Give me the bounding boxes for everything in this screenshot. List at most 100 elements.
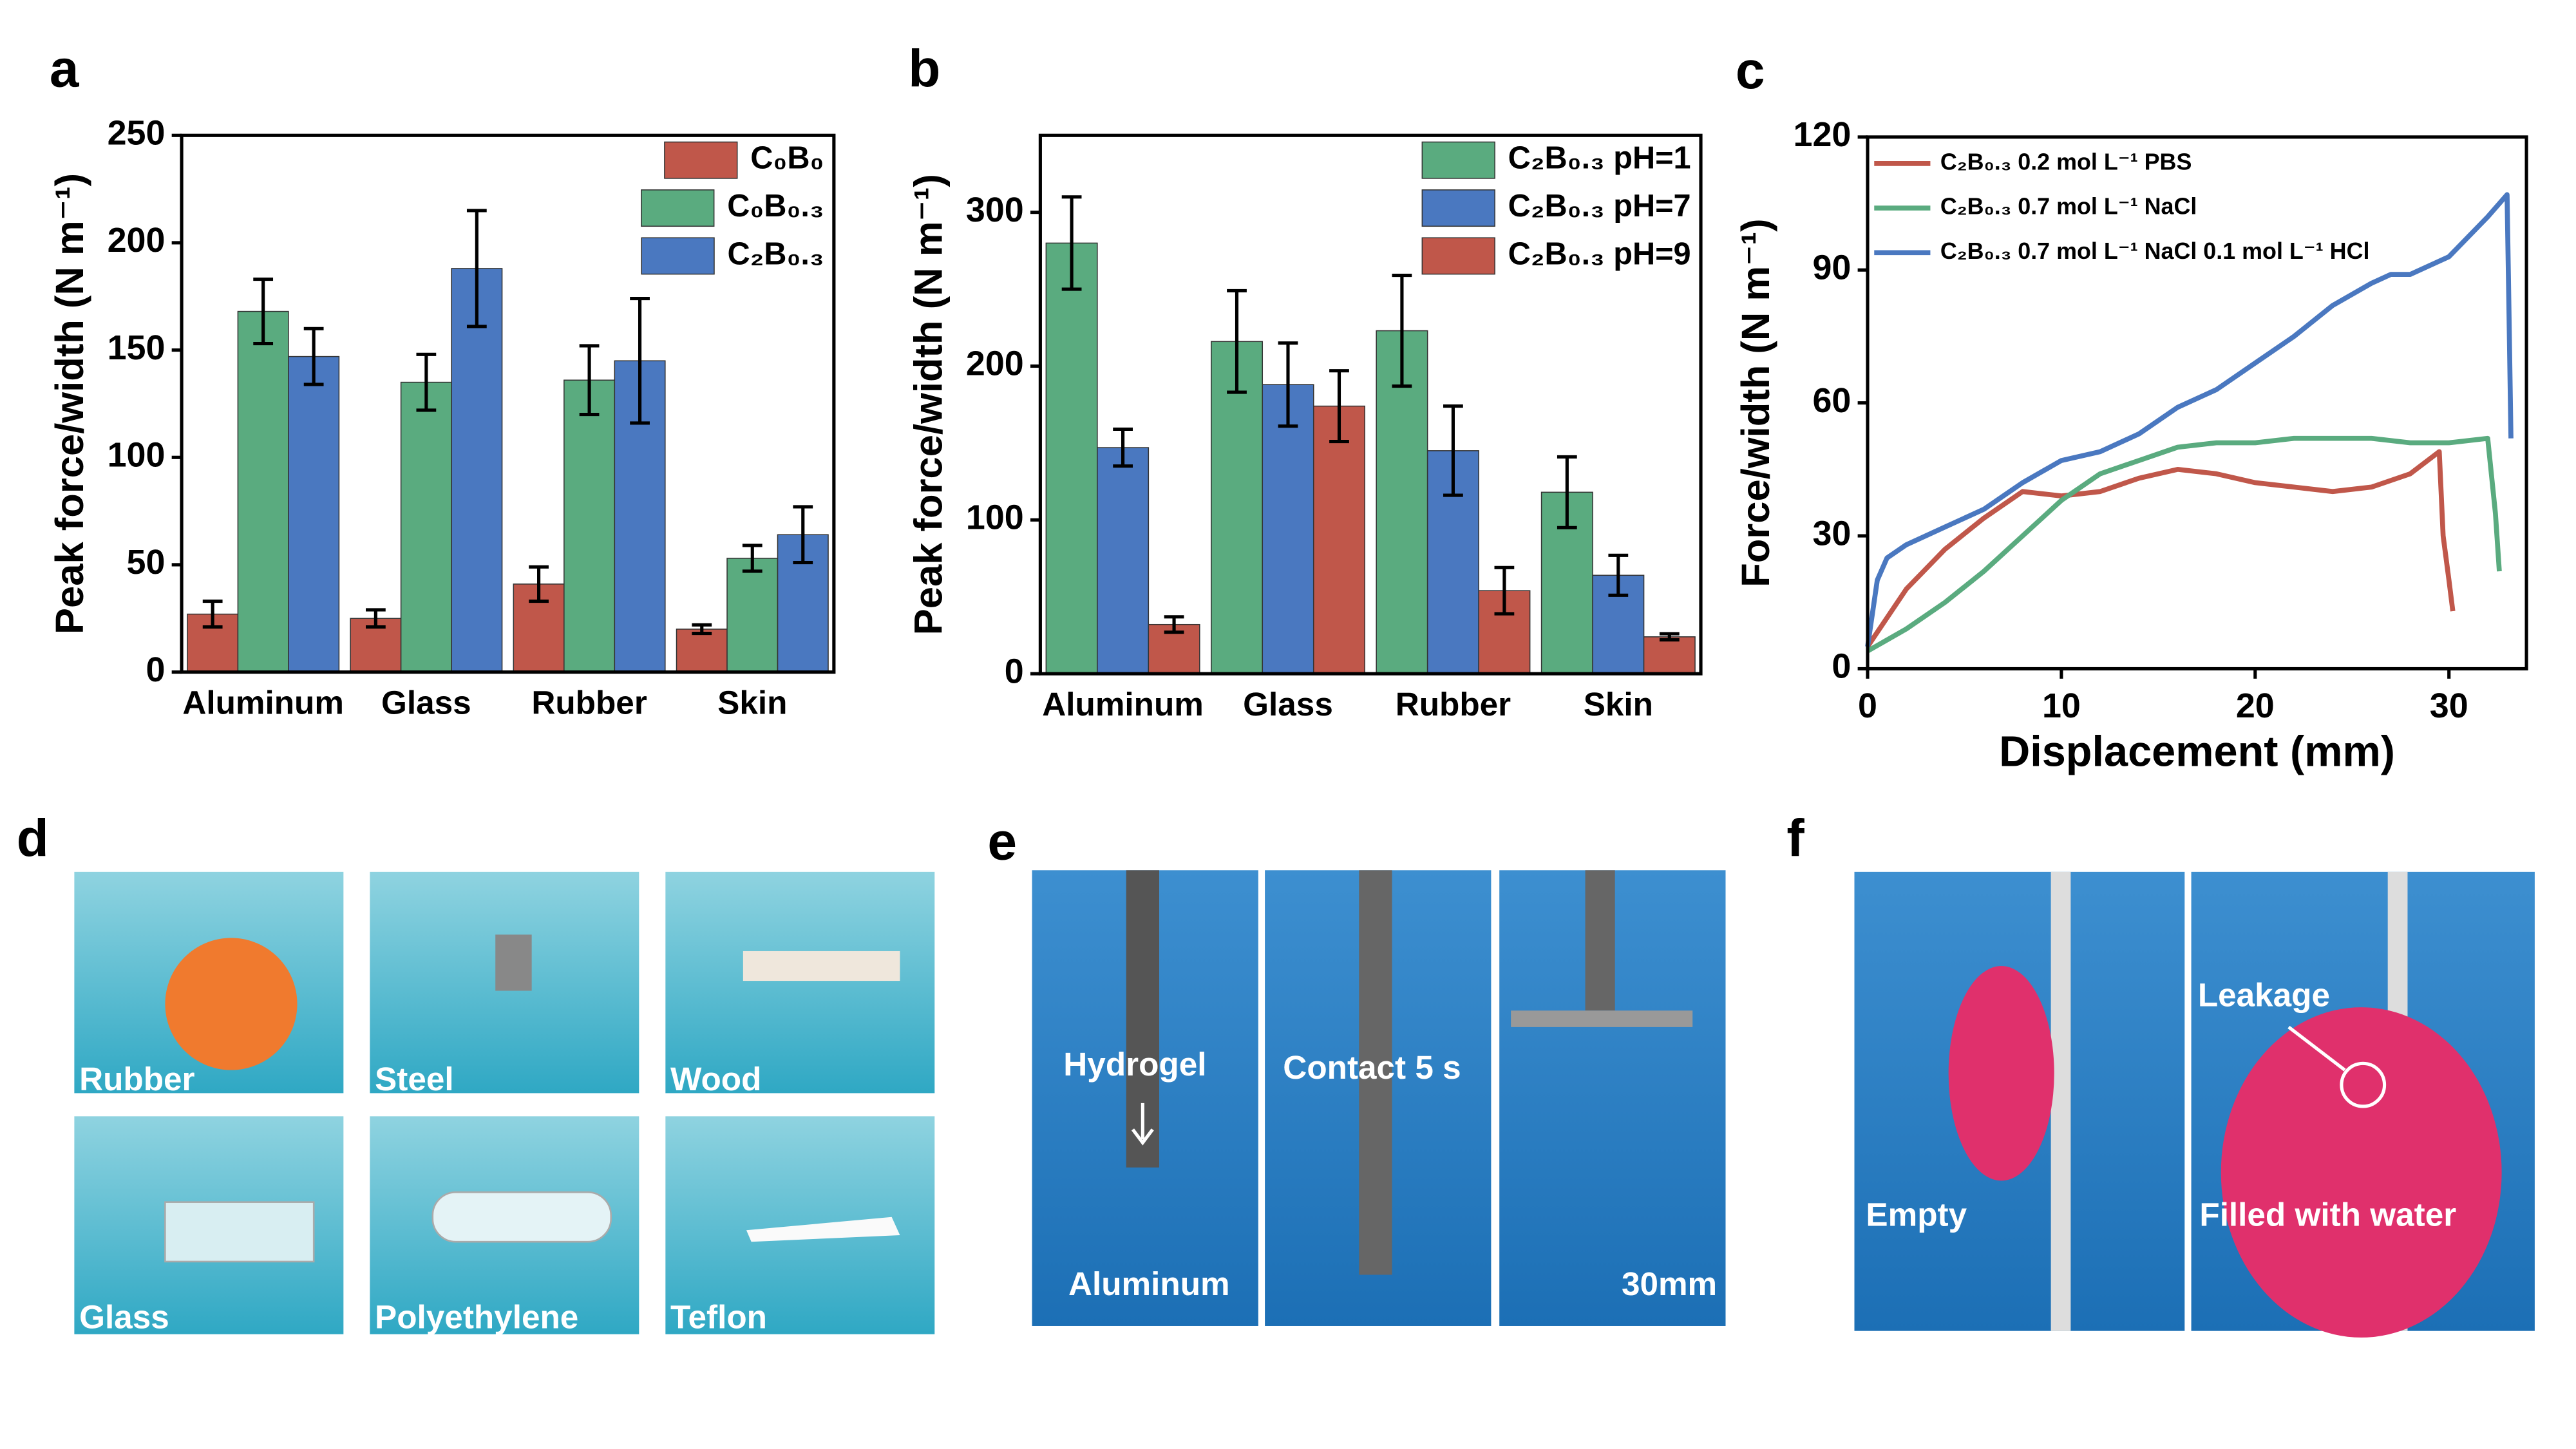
legend-label: C₂B₀.₃ pH=1 <box>1508 141 1691 176</box>
error-bar <box>365 608 386 629</box>
caption: Contact 5 s <box>1283 1049 1461 1086</box>
bar <box>1262 384 1314 674</box>
error-bar <box>1061 195 1082 291</box>
arrow <box>1131 1128 1154 1146</box>
photo-object <box>1948 966 2054 1181</box>
legend-label: C₂B₀.₃ 0.2 mol L⁻¹ PBS <box>1940 149 2192 175</box>
legend-label: C₂B₀.₃ pH=9 <box>1508 236 1691 271</box>
x-tick-label: 0 <box>1858 687 1877 725</box>
plot-frame <box>1866 135 2528 671</box>
bar <box>1211 341 1264 674</box>
caption: 30mm <box>1622 1265 1717 1302</box>
x-tick-label: Glass <box>381 684 471 721</box>
caption: Teflon <box>670 1298 767 1335</box>
marker <box>2340 1061 2387 1108</box>
bar <box>237 310 289 673</box>
bar <box>726 558 779 673</box>
error-bar <box>630 297 650 425</box>
panel-letter: f <box>1786 809 1804 867</box>
error-bar <box>1227 289 1247 394</box>
y-tick-label: 30 <box>1812 514 1851 553</box>
caption: Hydrogel <box>1063 1046 1206 1083</box>
legend-label: C₀B₀ <box>750 141 824 176</box>
error-bar <box>1278 341 1298 428</box>
legend-swatch <box>1421 141 1495 179</box>
y-tick-label: 300 <box>966 191 1024 229</box>
caption: Rubber <box>79 1061 194 1097</box>
y-axis-label: Peak force/width (N m⁻¹) <box>48 173 92 634</box>
photo-object <box>1585 870 1615 1011</box>
error-bar <box>1443 404 1463 497</box>
legend-label: C₂B₀.₃ <box>727 236 824 271</box>
y-tick-label: 60 <box>1812 381 1851 420</box>
photo-object <box>746 1217 900 1242</box>
bar <box>400 381 452 673</box>
error-bar <box>579 344 600 417</box>
plot-frame <box>1038 133 1703 676</box>
caption: Polyethylene <box>375 1298 578 1335</box>
photo-object <box>165 938 298 1070</box>
error-bar <box>1557 455 1577 529</box>
legend-swatch <box>1421 189 1495 227</box>
photo-object <box>2221 1007 2502 1338</box>
photo-object <box>1359 870 1392 1275</box>
photo <box>665 871 935 1094</box>
photo-object <box>495 934 532 991</box>
y-tick-label: 100 <box>966 498 1024 537</box>
panel-letter: b <box>908 39 940 98</box>
error-bar <box>1608 553 1629 597</box>
x-tick-label: Glass <box>1243 686 1333 723</box>
x-tick-label: 20 <box>2236 687 2275 725</box>
bar <box>1312 405 1365 674</box>
error-bar <box>202 600 223 629</box>
y-tick-label: 90 <box>1812 248 1851 287</box>
photo-object <box>2050 871 2071 1331</box>
error-bar <box>1659 632 1680 642</box>
error-bar <box>793 505 813 565</box>
error-bar <box>692 623 712 636</box>
legend-label: C₀B₀.₃ <box>727 189 824 223</box>
error-bar <box>529 565 549 603</box>
x-tick-label: Aluminum <box>1042 686 1204 723</box>
y-tick-label: 0 <box>1832 647 1851 686</box>
x-tick-label: Skin <box>1584 686 1653 723</box>
bar <box>1643 636 1696 674</box>
caption: Filled with water <box>2199 1196 2456 1233</box>
panel-letter: d <box>17 809 49 867</box>
panel-letter: a <box>50 39 80 98</box>
photo-pair: Empty Filled with water Leakage <box>1854 871 2535 1338</box>
error-bar <box>742 544 762 573</box>
x-tick-label: 30 <box>2430 687 2468 725</box>
y-tick-label: 0 <box>146 650 165 689</box>
legend-label: C₂B₀.₃ 0.7 mol L⁻¹ NaCl 0.1 mol L⁻¹ HCl <box>1940 238 2370 264</box>
error-bar <box>253 278 274 346</box>
y-axis-label: Force/width (N m⁻¹) <box>1734 218 1778 587</box>
y-tick-label: 250 <box>108 113 166 152</box>
error-bar <box>1494 565 1515 616</box>
photo-object <box>743 951 900 981</box>
line <box>1865 449 2456 649</box>
error-bar <box>1113 427 1133 468</box>
bar <box>1376 330 1428 674</box>
y-tick-label: 50 <box>127 543 166 582</box>
y-tick-label: 200 <box>108 221 166 260</box>
x-tick-label: Aluminum <box>182 684 344 721</box>
caption: Wood <box>670 1061 761 1097</box>
x-tick-label: 10 <box>2042 687 2081 725</box>
line <box>1865 192 2514 647</box>
legend-swatch <box>664 141 738 179</box>
error-bar <box>1164 615 1184 634</box>
bar <box>451 268 503 673</box>
error-bar <box>1329 369 1349 444</box>
legend-swatch <box>641 237 715 275</box>
caption: Leakage <box>2198 976 2330 1013</box>
x-tick-label: Rubber <box>1396 686 1511 723</box>
y-tick-label: 120 <box>1794 115 1852 154</box>
legend-label: C₂B₀.₃ 0.7 mol L⁻¹ NaCl <box>1940 194 2197 220</box>
error-bar <box>416 352 437 412</box>
bar <box>676 629 728 673</box>
y-tick-label: 200 <box>966 345 1024 383</box>
photo-object <box>431 1191 612 1243</box>
y-tick-label: 0 <box>1005 652 1024 690</box>
